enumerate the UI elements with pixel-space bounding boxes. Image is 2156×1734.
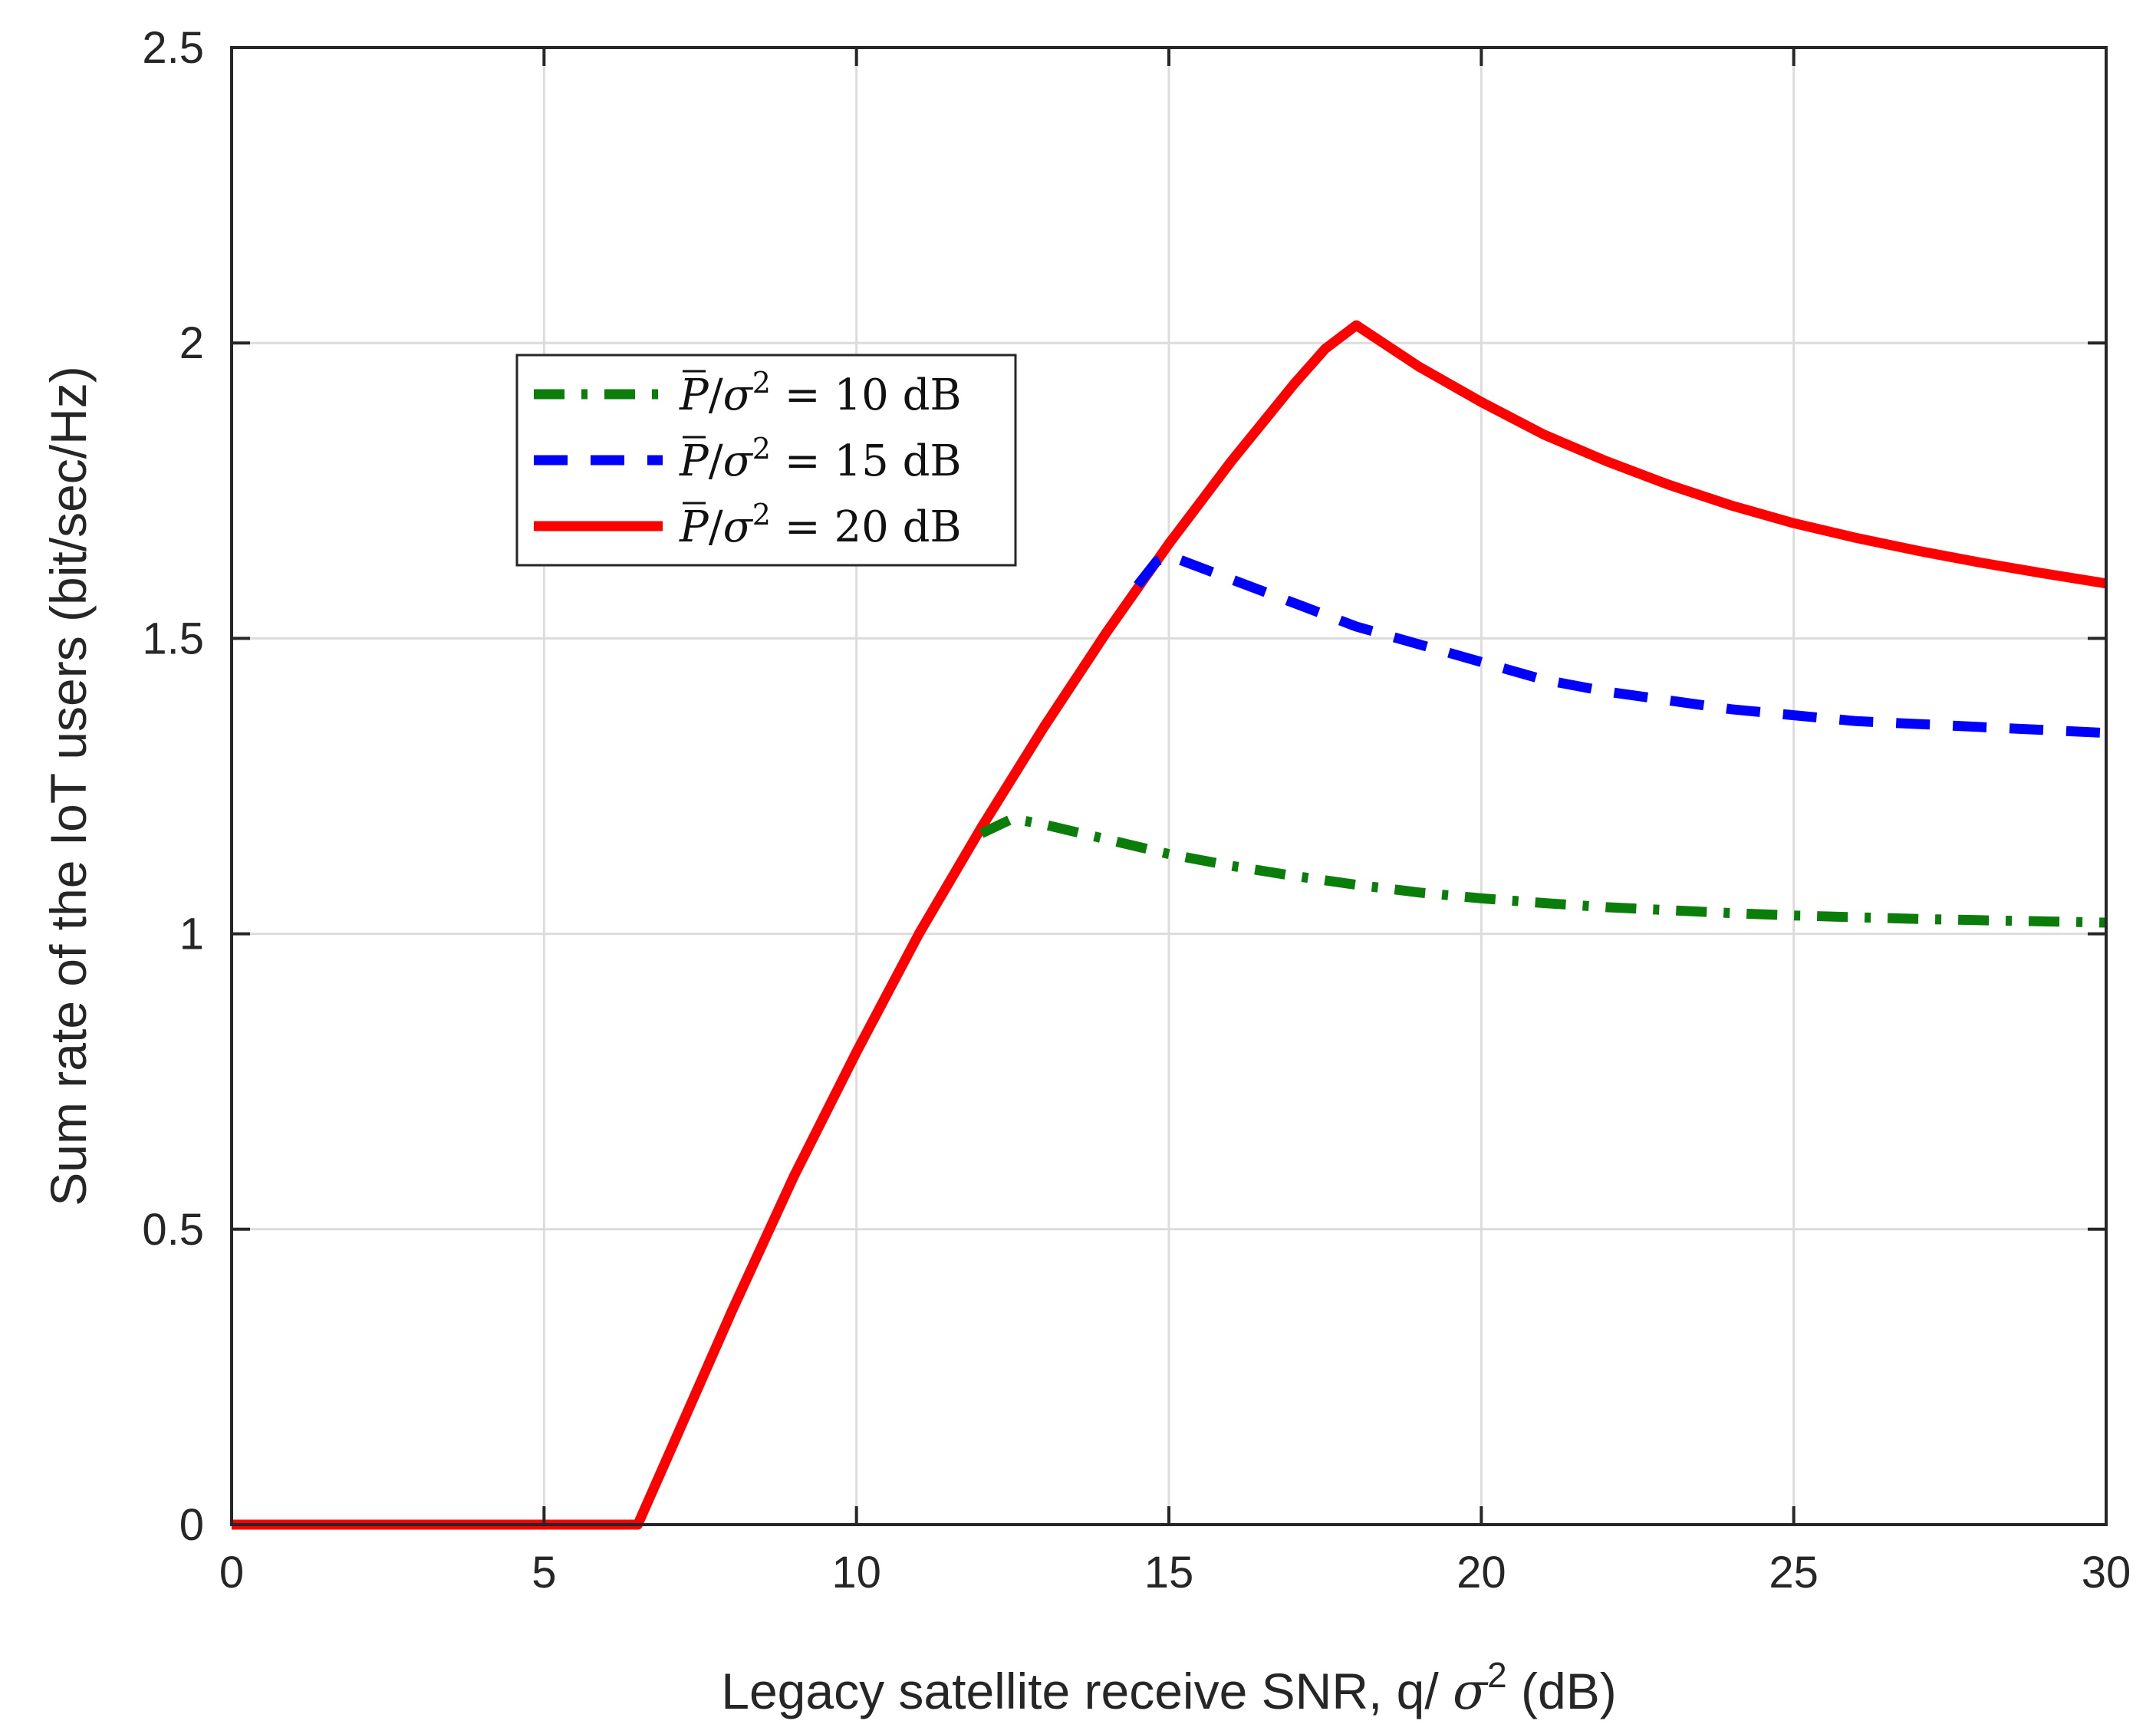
y-tick-label: 2 (179, 318, 204, 368)
x-tick-label: 25 (1769, 1548, 1819, 1597)
x-tick-label: 0 (219, 1548, 244, 1597)
legend-item: P/σ2 = 15 dB (534, 432, 962, 486)
tick-labels: 0 5 10 15 20 25 30 0 0.5 1 1.5 2 2.5 (142, 23, 2131, 1597)
x-tick-label: 30 (2082, 1548, 2131, 1597)
series-lines (232, 320, 2108, 1530)
y-tick-label: 1.5 (142, 614, 204, 663)
x-tick-label: 20 (1457, 1548, 1506, 1597)
x-axis-label: Legacy satellite receive SNR, q/ σ2 (dB) (721, 1655, 1616, 1721)
legend-item: P/σ2 = 10 dB (534, 366, 962, 420)
y-tick-label: 2.5 (142, 23, 204, 73)
x-tick-label: 5 (532, 1548, 556, 1597)
x-axis-label-superscript: 2 (1487, 1655, 1507, 1695)
series-line-1 (979, 813, 2107, 928)
x-axis-label-text: Legacy satellite receive SNR, q/ (721, 1663, 1453, 1719)
y-axis-label: Sum rate of the IoT users (bit/sec/Hz) (40, 366, 97, 1206)
series-line-3 (232, 320, 2108, 1530)
y-tick-label: 1 (179, 910, 204, 959)
y-tick-label: 0 (179, 1500, 204, 1550)
x-axis-label-symbol: σ (1453, 1662, 1489, 1721)
x-axis-label-suffix: (dB) (1507, 1663, 1617, 1719)
y-tick-label: 0.5 (142, 1205, 204, 1255)
legend-label: P/σ2 = 10 dB (679, 366, 962, 420)
legend: P/σ2 = 10 dB P/σ2 = 15 dB P/σ2 = 20 dB (515, 354, 1017, 567)
x-tick-label: 10 (831, 1548, 881, 1597)
series-line-2 (1134, 551, 2107, 739)
legend-label: P/σ2 = 20 dB (679, 498, 962, 552)
x-tick-label: 15 (1144, 1548, 1194, 1597)
legend-label: P/σ2 = 15 dB (679, 432, 962, 486)
grid (232, 48, 2106, 1525)
axis-ticks (230, 46, 2108, 1526)
legend-item: P/σ2 = 20 dB (534, 498, 962, 552)
